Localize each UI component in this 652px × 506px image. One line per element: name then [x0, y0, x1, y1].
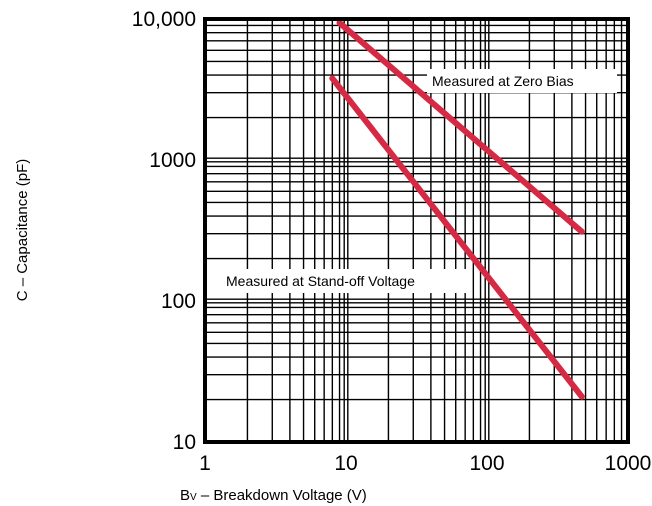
x-tick-label: 1	[199, 452, 211, 475]
plot-frame	[203, 17, 630, 444]
annotation-zero-bias: Measured at Zero Bias	[427, 69, 617, 93]
annotation-zero-bias-label: Measured at Zero Bias	[432, 73, 574, 89]
series-line-1	[336, 19, 585, 235]
series-line-2	[329, 75, 585, 400]
annotations: Measured at Zero Bias Measured at Stand-…	[222, 69, 617, 293]
y-tick-label: 10	[173, 431, 196, 454]
x-axis-label: BV – Breakdown Voltage (V)	[180, 487, 367, 504]
annotation-stand-off-voltage-label: Measured at Stand-off Voltage	[226, 273, 415, 289]
y-axis-label: C – Capacitance (pF)	[14, 159, 31, 302]
annotation-stand-off-voltage-box	[222, 269, 466, 293]
y-axis-tick-labels: 10 100 1000 10,000	[132, 8, 196, 454]
x-tick-label: 10	[334, 452, 357, 475]
annotation-zero-bias-box	[427, 69, 617, 93]
y-tick-label: 1000	[149, 149, 196, 172]
series-lines	[329, 19, 585, 400]
x-axis-tick-labels: 1 10 100 1000	[199, 452, 651, 475]
y-tick-label: 10,000	[132, 8, 196, 31]
major-gridlines	[205, 19, 628, 442]
x-tick-label: 100	[469, 452, 504, 475]
x-tick-label: 1000	[605, 452, 652, 475]
annotation-stand-off-voltage: Measured at Stand-off Voltage	[222, 269, 466, 293]
y-tick-label: 100	[161, 290, 196, 313]
